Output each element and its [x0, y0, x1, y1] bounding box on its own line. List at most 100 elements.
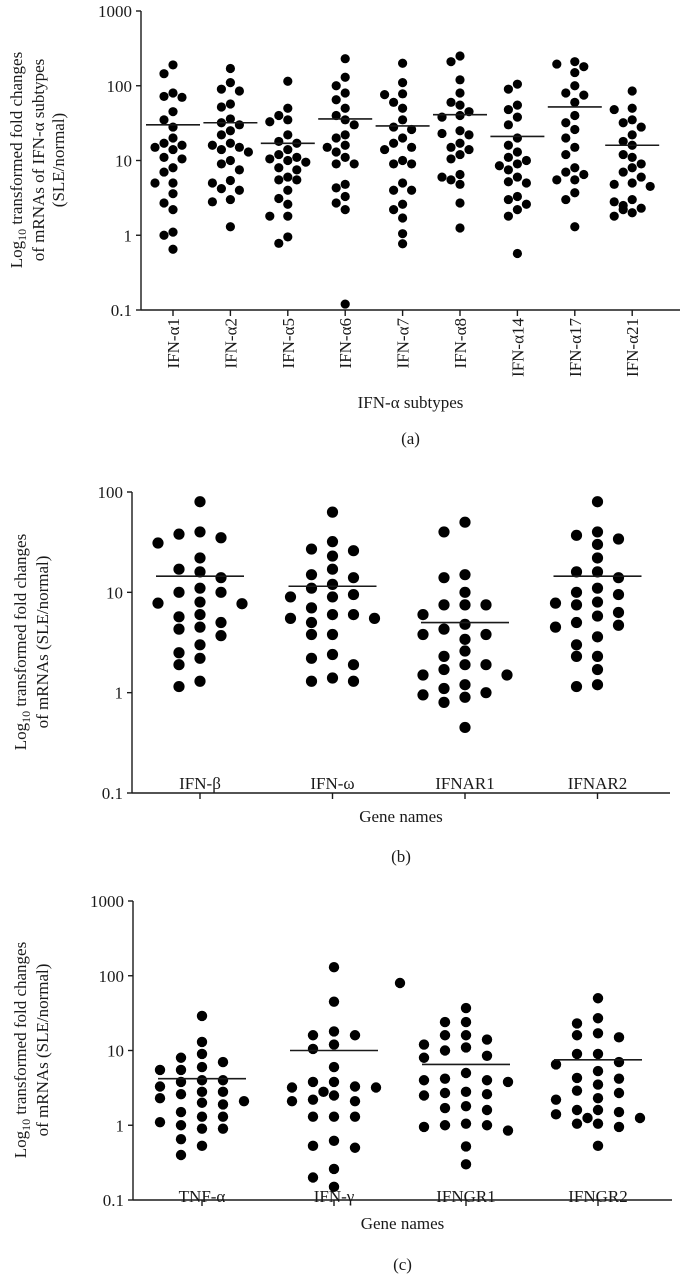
data-point [570, 616, 583, 629]
data-point [579, 62, 589, 72]
data-point [331, 95, 341, 105]
data-point [150, 178, 160, 188]
data-point [305, 602, 318, 614]
data-point [225, 126, 235, 136]
data-point [459, 679, 471, 691]
data-point [398, 199, 408, 209]
data-point [512, 79, 523, 89]
data-point [225, 114, 235, 124]
data-point [481, 1034, 493, 1045]
data-point [455, 51, 465, 61]
y-axis-label-text: transformed fold changes [11, 534, 30, 711]
data-point [521, 199, 532, 209]
data-point [159, 198, 169, 208]
data-point [636, 172, 646, 182]
data-point [459, 645, 471, 657]
data-point [305, 652, 318, 664]
data-point [326, 536, 339, 548]
data-point [398, 213, 408, 223]
data-point [455, 88, 465, 98]
data-point [305, 582, 318, 594]
x-axis-label: Gene names [361, 1214, 445, 1233]
data-point [455, 100, 465, 110]
data-point [570, 599, 583, 611]
x-tick-label: IFN-α2 [221, 318, 240, 368]
data-point [627, 208, 637, 218]
data-point [328, 1039, 340, 1050]
data-point [418, 1090, 430, 1101]
data-point [196, 1097, 208, 1108]
data-point [328, 1076, 340, 1088]
data-point [418, 1052, 430, 1063]
data-point [380, 90, 390, 100]
data-point [274, 238, 284, 248]
data-point [571, 1104, 583, 1116]
data-point [398, 89, 408, 99]
data-point [159, 167, 169, 177]
data-point [609, 179, 619, 189]
data-point [283, 144, 293, 155]
data-point [301, 157, 311, 167]
data-point [217, 1086, 229, 1098]
data-point [446, 175, 456, 185]
data-point [592, 1140, 604, 1152]
data-point [215, 630, 227, 642]
data-point [459, 599, 471, 611]
data-point [494, 161, 504, 171]
data-point [570, 222, 580, 232]
data-point [512, 147, 523, 157]
data-point [439, 1120, 451, 1131]
data-point [439, 1073, 451, 1084]
data-point [150, 142, 160, 152]
data-point [417, 628, 429, 641]
data-point [591, 650, 604, 662]
data-point [627, 152, 637, 163]
data-point [645, 181, 655, 192]
data-point [455, 198, 465, 208]
data-point [570, 586, 583, 598]
data-point [196, 1048, 208, 1060]
data-point [196, 1111, 208, 1122]
data-point [570, 142, 580, 152]
data-point [159, 152, 169, 163]
data-point [194, 582, 206, 594]
data-point [512, 205, 523, 215]
data-point [328, 1181, 340, 1193]
data-point [283, 103, 293, 113]
data-point [398, 103, 408, 113]
x-tick-label: IFNAR2 [568, 774, 628, 793]
data-point [480, 628, 492, 641]
data-point [286, 1082, 298, 1093]
data-point [455, 110, 465, 121]
y-tick-label: 10 [115, 152, 132, 171]
data-point [438, 696, 450, 708]
data-point [459, 659, 471, 671]
data-point [418, 1075, 430, 1086]
data-point [455, 138, 465, 148]
data-point [446, 154, 456, 164]
data-point [326, 628, 339, 641]
data-point [503, 104, 513, 115]
data-point [417, 689, 429, 701]
data-point [571, 1085, 583, 1096]
data-point [238, 1095, 250, 1107]
data-point [286, 1095, 298, 1107]
data-point [439, 1087, 451, 1099]
data-point [340, 205, 350, 215]
data-point [347, 608, 360, 621]
data-point [173, 586, 185, 598]
data-point [481, 1089, 493, 1100]
data-point [460, 1042, 472, 1053]
data-point [618, 149, 628, 160]
x-tick-label: IFN-α17 [566, 318, 585, 377]
data-point [613, 1056, 625, 1068]
x-tick-label: IFN-α14 [508, 318, 527, 377]
data-point [570, 67, 580, 78]
data-point [347, 659, 360, 671]
data-point [591, 610, 604, 622]
data-point [570, 97, 580, 107]
data-point [159, 115, 169, 125]
data-point [627, 163, 637, 173]
data-point [175, 1089, 187, 1100]
data-point [550, 1109, 562, 1120]
